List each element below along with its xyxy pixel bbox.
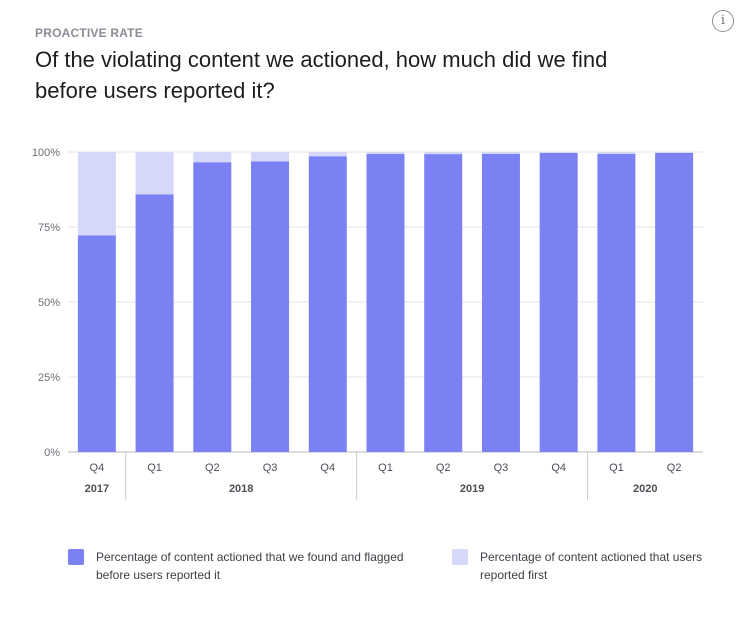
- x-tick-label: Q1: [609, 462, 624, 474]
- bar-reported: [424, 152, 463, 155]
- bar-found: [77, 235, 116, 452]
- x-tick-label: Q3: [263, 462, 278, 474]
- bar-reported: [251, 152, 290, 162]
- bar-found: [308, 156, 347, 452]
- legend-item-reported: Percentage of content actioned that user…: [452, 548, 712, 584]
- legend-label-found: Percentage of content actioned that we f…: [96, 550, 404, 582]
- x-tick-label: Q2: [205, 462, 220, 474]
- year-label: 2017: [85, 483, 109, 495]
- legend-swatch-reported: [452, 549, 468, 565]
- year-label: 2020: [633, 483, 657, 495]
- x-tick-label: Q4: [320, 462, 335, 474]
- bar-found: [135, 194, 174, 453]
- bar-found: [366, 153, 405, 453]
- bar-found: [539, 152, 578, 452]
- year-label: 2018: [229, 483, 253, 495]
- info-icon[interactable]: i: [712, 10, 734, 32]
- bar-reported: [655, 152, 694, 153]
- bar-reported: [135, 152, 174, 195]
- bar-reported: [597, 152, 636, 154]
- proactive-rate-chart: 0% 25% 50% 75% 100% Q4 Q1 Q2 Q3 Q4 Q1 Q2 Q3 Q4 Q1 Q2 20…: [32, 147, 703, 500]
- legend-label-reported: Percentage of content actioned that user…: [480, 550, 703, 582]
- y-tick-label: 25%: [38, 372, 60, 384]
- x-tick-label: Q3: [494, 462, 509, 474]
- x-tick-label: Q1: [147, 462, 162, 474]
- y-tick-label: 50%: [38, 297, 60, 309]
- bar-found: [597, 153, 636, 453]
- bar-found: [424, 154, 463, 452]
- bar-found: [655, 152, 694, 452]
- x-tick-label: Q2: [667, 462, 682, 474]
- bar-found: [481, 153, 520, 453]
- bar-reported: [308, 152, 347, 157]
- x-tick-label: Q4: [551, 462, 566, 474]
- x-tick-label: Q1: [378, 462, 393, 474]
- bar-reported: [193, 152, 232, 163]
- x-tick-label: Q4: [90, 462, 105, 474]
- bar-found: [193, 162, 232, 452]
- x-tick-label: Q2: [436, 462, 451, 474]
- chart-eyebrow: PROACTIVE RATE: [35, 26, 143, 40]
- legend-swatch-found: [68, 549, 84, 565]
- bar-reported: [481, 152, 520, 154]
- bar-reported: [366, 152, 405, 154]
- bar-reported: [539, 152, 578, 153]
- y-tick-label: 100%: [32, 147, 60, 159]
- bar-found: [251, 161, 290, 453]
- bar-reported: [77, 152, 116, 236]
- y-tick-label: 0%: [44, 447, 60, 459]
- legend-item-found: Percentage of content actioned that we f…: [68, 548, 438, 584]
- chart-title: Of the violating content we actioned, ho…: [35, 47, 608, 103]
- year-label: 2019: [460, 483, 484, 495]
- y-tick-label: 75%: [38, 222, 60, 234]
